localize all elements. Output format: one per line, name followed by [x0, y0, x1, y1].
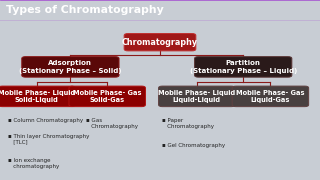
FancyBboxPatch shape: [22, 57, 119, 77]
Text: Mobile Phase- Liquid
Liquid-Liquid: Mobile Phase- Liquid Liquid-Liquid: [158, 90, 236, 103]
FancyBboxPatch shape: [69, 86, 145, 107]
Text: ▪ Gas
   Chromatography: ▪ Gas Chromatography: [86, 118, 139, 129]
Text: ▪ Ion exchange
   chromatography: ▪ Ion exchange chromatography: [8, 159, 59, 169]
Text: Mobile Phase- Gas
Liquid-Gas: Mobile Phase- Gas Liquid-Gas: [236, 90, 305, 103]
FancyBboxPatch shape: [0, 86, 75, 107]
FancyBboxPatch shape: [158, 86, 235, 107]
FancyBboxPatch shape: [195, 57, 292, 77]
Text: ▪ Column Chromatography: ▪ Column Chromatography: [8, 118, 83, 123]
FancyBboxPatch shape: [124, 33, 196, 51]
Text: Types of Chromatography: Types of Chromatography: [6, 5, 164, 15]
Text: Chromatography: Chromatography: [122, 38, 198, 47]
Text: ▪ Gel Chromatography: ▪ Gel Chromatography: [162, 143, 225, 148]
Text: Adsorption
(Stationary Phase – Solid): Adsorption (Stationary Phase – Solid): [19, 60, 122, 74]
Text: ▪ Paper
   Chromatography: ▪ Paper Chromatography: [162, 118, 214, 129]
Text: Mobile Phase- Liquid
Solid-Liquid: Mobile Phase- Liquid Solid-Liquid: [0, 90, 76, 103]
Text: Mobile Phase- Gas
Solid-Gas: Mobile Phase- Gas Solid-Gas: [73, 90, 141, 103]
Text: ▪ Thin layer Chromatography
   [TLC]: ▪ Thin layer Chromatography [TLC]: [8, 134, 89, 145]
FancyBboxPatch shape: [232, 86, 308, 107]
Text: Partition
(Stationary Phase – Liquid): Partition (Stationary Phase – Liquid): [189, 60, 297, 74]
